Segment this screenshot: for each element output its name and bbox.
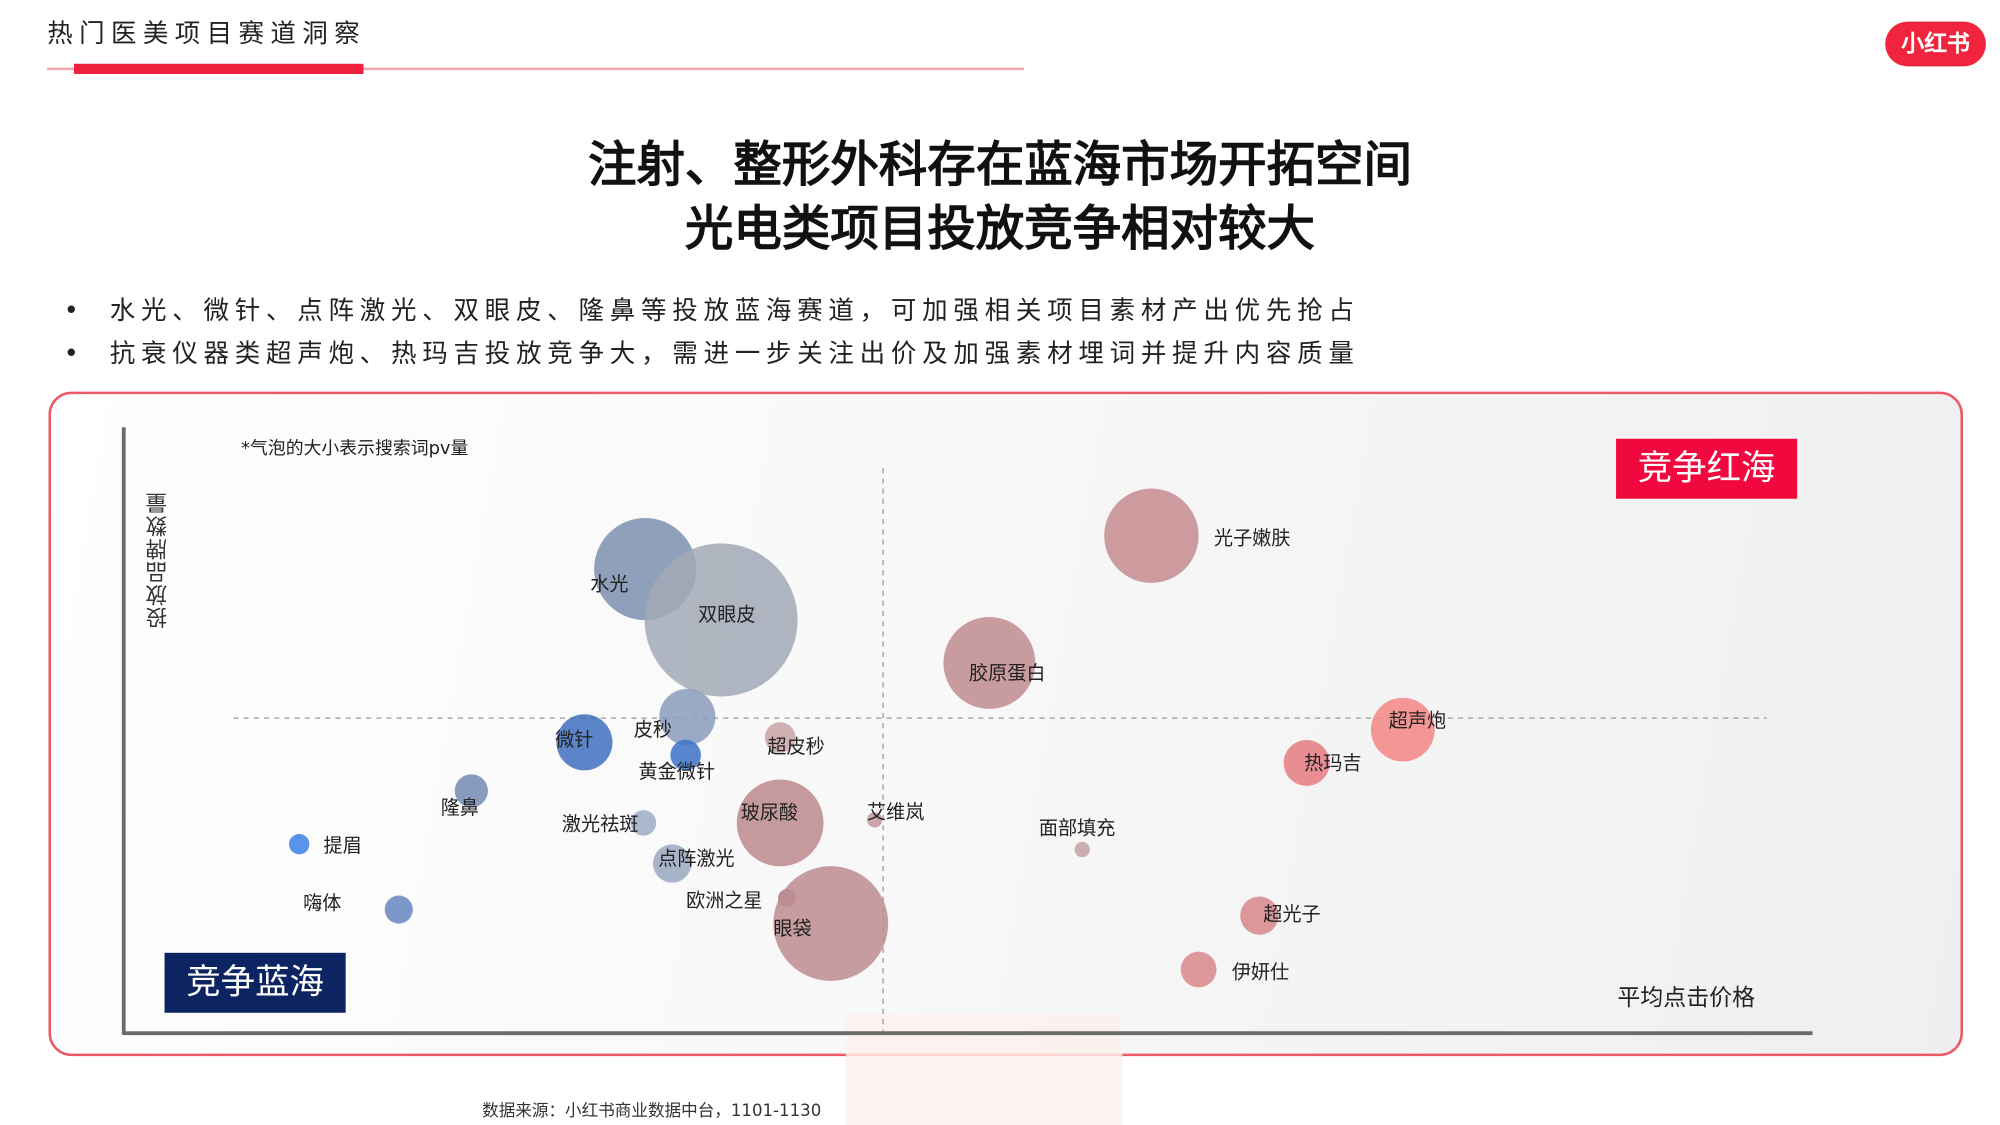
bubble-label: 玻尿酸	[741, 801, 798, 824]
bubble-label: 伊妍仕	[1232, 960, 1289, 983]
bullet-item: • 抗衰仪器类超声炮、热玛吉投放竞争大，需进一步关注出价及加强素材埋词并提升内容质…	[64, 333, 1360, 370]
y-axis-label: 投放品牌数量	[146, 491, 173, 629]
bubble-10	[653, 844, 692, 883]
bubble-6	[764, 722, 796, 753]
bubble-22	[1180, 951, 1217, 988]
bubble-label: 黄金微针	[638, 760, 715, 783]
bubble-2	[644, 543, 798, 697]
bubble-18	[1074, 841, 1090, 858]
bubble-label: 超皮秒	[767, 735, 824, 758]
blue-sea-quadrant-label: 竞争蓝海	[164, 952, 346, 1013]
bubble-3	[659, 688, 716, 745]
bubble-label: 微针	[555, 728, 593, 751]
bubble-20	[1283, 739, 1330, 786]
bubble-19	[1370, 697, 1435, 762]
bubble-9	[630, 810, 657, 836]
section-title: 热门医美项目赛道洞察	[47, 17, 367, 49]
bubble-13	[867, 812, 883, 828]
bubble-label: 超声炮	[1389, 709, 1446, 732]
bubble-label: 双眼皮	[698, 603, 755, 626]
red-sea-quadrant-label: 竞争红海	[1616, 438, 1798, 499]
bubble-label: 胶原蛋白	[969, 662, 1046, 685]
bubble-label: 眼袋	[773, 917, 811, 940]
bullet-symbol: •	[63, 338, 85, 369]
bubble-label: 嗨体	[303, 892, 341, 915]
bubble-11	[384, 895, 413, 924]
bullet-text: 抗衰仪器类超声炮、热玛吉投放竞争大，需进一步关注出价及加强素材埋词并提升内容质量	[109, 338, 1360, 369]
bubble-label: 艾维岚	[867, 801, 924, 824]
bubble-label: 欧洲之星	[686, 889, 763, 912]
bubble-label: 光子嫩肤	[1214, 527, 1291, 550]
bullet-symbol: •	[63, 294, 85, 326]
xiaohongshu-logo: 小红书	[1885, 21, 1986, 67]
bubble-size-note: *气泡的大小表示搜索词pv量	[241, 438, 469, 460]
bubble-label: 皮秒	[634, 718, 672, 741]
bubble-8	[289, 833, 310, 855]
bubble-label: 面部填充	[1039, 816, 1116, 839]
bubble-12	[736, 779, 824, 867]
bubble-label: 水光	[590, 573, 628, 596]
bubble-label: 提眉	[323, 834, 361, 857]
data-source: 数据来源：小红书商业数据中台，1101-1130	[482, 1102, 822, 1122]
bubble-label: 热玛吉	[1304, 751, 1361, 774]
bubble-label: 超光子	[1263, 903, 1320, 926]
x-axis-label: 平均点击价格	[1617, 984, 1756, 1012]
headline-line-1: 注射、整形外科存在蓝海市场开拓空间	[587, 136, 1412, 193]
bubble-5	[670, 739, 701, 771]
bubble-15	[773, 866, 889, 981]
bubble-4	[556, 714, 613, 771]
bullet-text: 水光、微针、点阵激光、双眼皮、隆鼻等投放蓝海赛道，可加强相关项目素材产出优先抢占	[109, 294, 1360, 326]
bubble-17	[943, 617, 1036, 709]
bubble-16	[1104, 488, 1199, 583]
bubble-21	[1240, 896, 1279, 935]
bubble-label: 隆鼻	[441, 796, 479, 819]
bubble-label: 点阵激光	[658, 847, 735, 870]
headline-line-2: 光电类项目投放竞争相对较大	[684, 200, 1316, 257]
bullet-item: • 水光、微针、点阵激光、双眼皮、隆鼻等投放蓝海赛道，可加强相关项目素材产出优先抢…	[64, 290, 1360, 327]
header-accent-bar	[73, 63, 364, 74]
bubble-7	[454, 774, 488, 808]
header-divider	[47, 67, 1025, 71]
bubble-label: 激光祛斑	[562, 813, 639, 836]
